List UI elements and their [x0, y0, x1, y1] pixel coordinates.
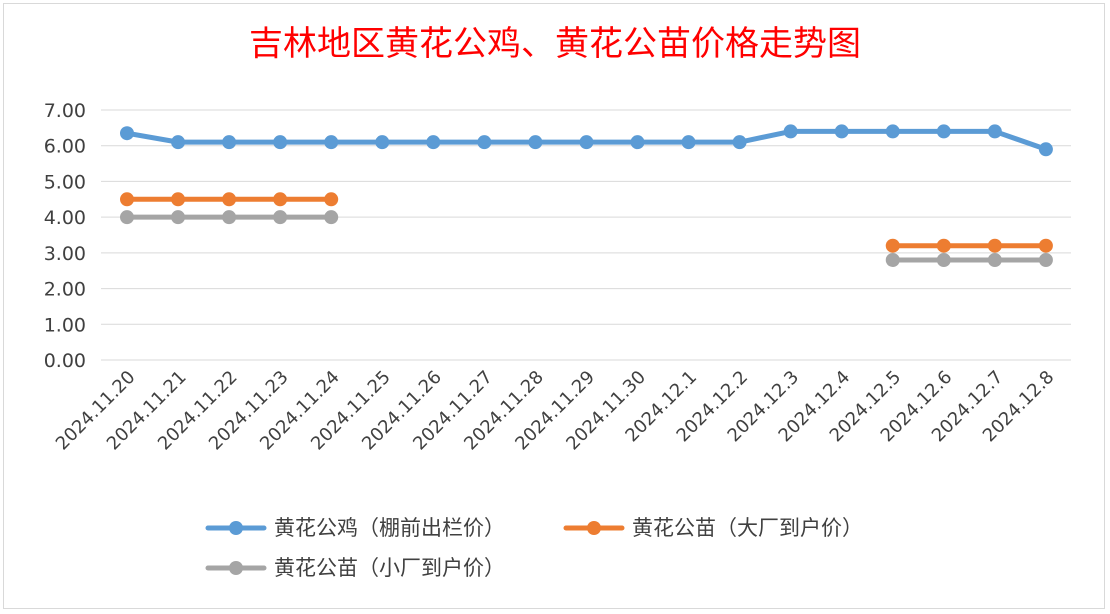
data-point [375, 135, 390, 150]
y-tick-label: 6.00 [44, 136, 86, 158]
data-point [936, 238, 951, 253]
data-point [987, 124, 1002, 139]
series-3 [120, 210, 1053, 267]
y-tick-label: 2.00 [44, 279, 86, 301]
y-axis-ticks: 0.00 1.00 2.00 3.00 4.00 5.00 6.00 7.00 [44, 100, 86, 372]
chart-frame [3, 3, 1105, 609]
x-axis-ticks: 2024.11.202024.11.212024.11.222024.11.23… [52, 367, 1059, 455]
data-point [987, 238, 1002, 253]
data-point [222, 210, 237, 225]
y-tick-label: 3.00 [44, 243, 86, 265]
legend-label: 黄花公苗（大厂到户价） [632, 516, 863, 540]
data-point [1038, 142, 1053, 157]
legend-label: 黄花公鸡（棚前出栏价） [274, 516, 505, 540]
legend-marker [587, 521, 601, 535]
data-point [324, 135, 339, 150]
data-point [120, 126, 134, 141]
data-point [885, 253, 900, 267]
data-point [936, 253, 951, 267]
chart-title: 吉林地区黄花公鸡、黄花公苗价格走势图 [249, 24, 861, 64]
legend-item: 黄花公苗（小厂到户价） [205, 556, 505, 580]
data-point [324, 192, 339, 207]
y-tick-label: 1.00 [44, 314, 86, 336]
series-1 [120, 124, 1053, 157]
data-point [273, 210, 288, 225]
data-point [834, 124, 849, 139]
data-point [324, 210, 339, 225]
data-point [579, 135, 594, 150]
data-point [1038, 238, 1053, 253]
y-tick-label: 5.00 [44, 171, 86, 193]
data-point [936, 124, 951, 139]
data-point [987, 253, 1002, 267]
data-point [681, 135, 696, 150]
data-point [120, 210, 134, 225]
series-lines [120, 124, 1053, 267]
data-point [630, 135, 645, 150]
data-point [171, 192, 186, 207]
data-point [783, 124, 798, 139]
legend-marker [229, 561, 243, 575]
data-point [477, 135, 492, 150]
data-point [885, 238, 900, 253]
data-point [1038, 253, 1053, 267]
data-point [222, 192, 237, 207]
data-point [885, 124, 900, 139]
data-point [732, 135, 747, 150]
legend-item: 黄花公苗（大厂到户价） [563, 516, 863, 540]
data-point [120, 192, 134, 207]
series-2 [120, 192, 1053, 253]
y-tick-label: 4.00 [44, 207, 86, 229]
legend-marker [229, 521, 243, 535]
data-point [171, 210, 186, 225]
legend-label: 黄花公苗（小厂到户价） [274, 556, 505, 580]
data-point [222, 135, 237, 150]
data-point [273, 192, 288, 207]
data-point [426, 135, 441, 150]
legend: 黄花公鸡（棚前出栏价） 黄花公苗（大厂到户价） 黄花公苗（小厂到户价） [205, 516, 863, 580]
y-tick-label: 7.00 [44, 100, 86, 122]
data-point [528, 135, 543, 150]
legend-item: 黄花公鸡（棚前出栏价） [205, 516, 505, 540]
y-tick-label: 0.00 [44, 350, 86, 372]
data-point [273, 135, 288, 150]
data-point [171, 135, 186, 150]
